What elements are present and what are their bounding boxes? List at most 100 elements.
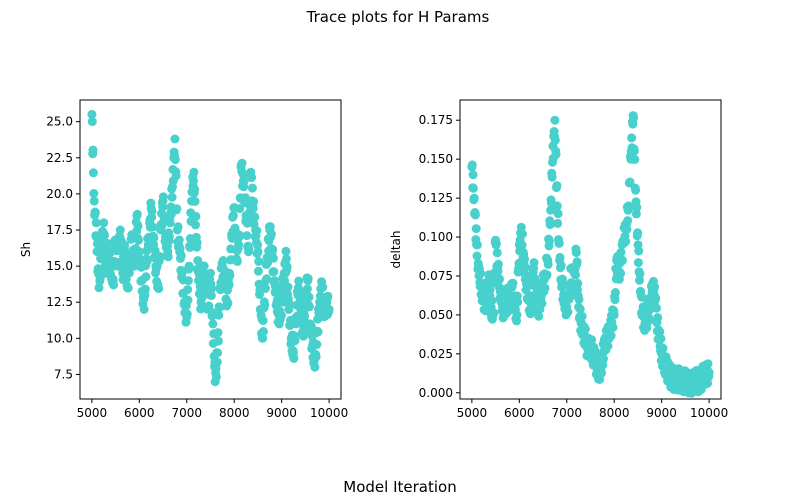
deltah-point: [552, 181, 562, 191]
deltah-x-tick-label: 8000: [599, 406, 630, 420]
sh-point: [140, 284, 150, 294]
sh-x-tick-label: 8000: [219, 406, 250, 420]
sh-point: [147, 206, 157, 216]
sh-point: [173, 222, 183, 232]
sh-point: [185, 242, 195, 252]
deltah-point: [621, 237, 631, 246]
sh-point: [87, 109, 97, 119]
sh-point: [213, 348, 223, 358]
sh-point: [88, 168, 98, 178]
deltah-point: [633, 228, 643, 238]
deltah-point: [629, 146, 639, 156]
sh-point: [318, 282, 328, 292]
deltah-point: [495, 274, 504, 284]
sh-point: [91, 218, 101, 228]
deltah-point: [529, 258, 539, 268]
deltah-trace-panel: 5000 6000 7000 8000 9000 10000 0.000 0.025 0.05…: [389, 99, 728, 420]
deltah-point: [471, 224, 481, 234]
sh-point: [258, 316, 268, 326]
sh-point: [88, 145, 98, 155]
deltah-point: [545, 220, 555, 230]
sh-point: [303, 274, 313, 283]
sh-point: [212, 357, 222, 367]
sh-point: [312, 340, 322, 349]
sh-point: [249, 197, 259, 207]
figure-title: Trace plots for H Params: [306, 8, 490, 26]
sh-point: [282, 262, 292, 272]
deltah-point: [476, 268, 486, 278]
deltah-point: [653, 313, 663, 323]
deltah-point: [603, 341, 613, 351]
deltah-x-ticks: 5000 6000 7000 8000 9000 10000: [457, 399, 728, 420]
sh-point: [190, 196, 200, 206]
sh-point: [306, 321, 316, 331]
sh-point: [189, 167, 199, 177]
deltah-point: [575, 304, 585, 314]
deltah-point: [553, 209, 563, 219]
deltah-point: [577, 311, 587, 321]
sh-point: [191, 220, 200, 230]
sh-point: [174, 235, 184, 245]
sh-point: [163, 252, 173, 262]
sh-point: [238, 169, 248, 179]
deltah-y-tick-label: 0.175: [419, 113, 453, 127]
deltah-point: [629, 113, 639, 123]
sh-x-tick-label: 9000: [266, 406, 297, 420]
deltah-point: [571, 270, 580, 280]
deltah-point: [599, 354, 608, 364]
sh-point: [223, 298, 233, 308]
deltah-points: [467, 111, 714, 398]
sh-point: [124, 268, 134, 278]
sh-y-tick-label: 15.0: [46, 259, 73, 273]
sh-point: [215, 303, 225, 313]
deltah-point: [542, 270, 552, 280]
sh-point: [183, 285, 193, 295]
deltah-point: [493, 266, 503, 276]
sh-y-tick-label: 17.5: [46, 223, 73, 237]
sh-point: [115, 225, 125, 235]
deltah-point: [556, 261, 566, 270]
deltah-point: [587, 335, 597, 345]
sh-point: [289, 353, 299, 363]
sh-point: [284, 299, 294, 309]
deltah-ylabel: deltah: [389, 231, 403, 269]
sh-y-tick-label: 12.5: [46, 295, 73, 309]
sh-point: [253, 247, 263, 257]
deltah-point: [625, 177, 635, 187]
sh-point: [165, 218, 175, 228]
sh-x-tick-label: 10000: [310, 406, 348, 420]
sh-point: [214, 310, 224, 320]
sh-point: [298, 331, 308, 341]
deltah-point: [543, 259, 553, 269]
deltah-point: [520, 254, 529, 264]
sh-point: [109, 280, 119, 290]
deltah-point: [624, 204, 634, 214]
sh-point: [261, 284, 270, 293]
sh-point: [184, 261, 194, 271]
sh-point: [242, 231, 252, 241]
deltah-point: [574, 294, 584, 304]
deltah-point: [553, 218, 563, 228]
sh-point: [213, 336, 223, 346]
deltah-point: [552, 201, 562, 211]
deltah-point: [632, 203, 642, 212]
deltah-point: [468, 183, 478, 193]
deltah-point: [630, 155, 640, 164]
deltah-axes-frame: [459, 99, 722, 400]
deltah-point: [530, 274, 540, 283]
sh-point: [224, 280, 234, 290]
deltah-point: [513, 297, 523, 307]
deltah-y-tick-label: 0.000: [419, 386, 453, 400]
sh-x-ticks: 5000 6000 7000 8000 9000 10000: [77, 399, 348, 420]
sh-point: [293, 283, 303, 293]
sh-point: [213, 328, 223, 338]
sh-point: [262, 274, 272, 284]
sh-point: [193, 256, 203, 266]
deltah-point: [540, 283, 550, 293]
sh-point: [228, 211, 238, 221]
sh-x-tick-label: 7000: [171, 406, 202, 420]
sh-point: [234, 230, 244, 240]
deltah-point: [609, 310, 619, 320]
deltah-point: [627, 133, 637, 143]
sh-point: [183, 276, 193, 286]
